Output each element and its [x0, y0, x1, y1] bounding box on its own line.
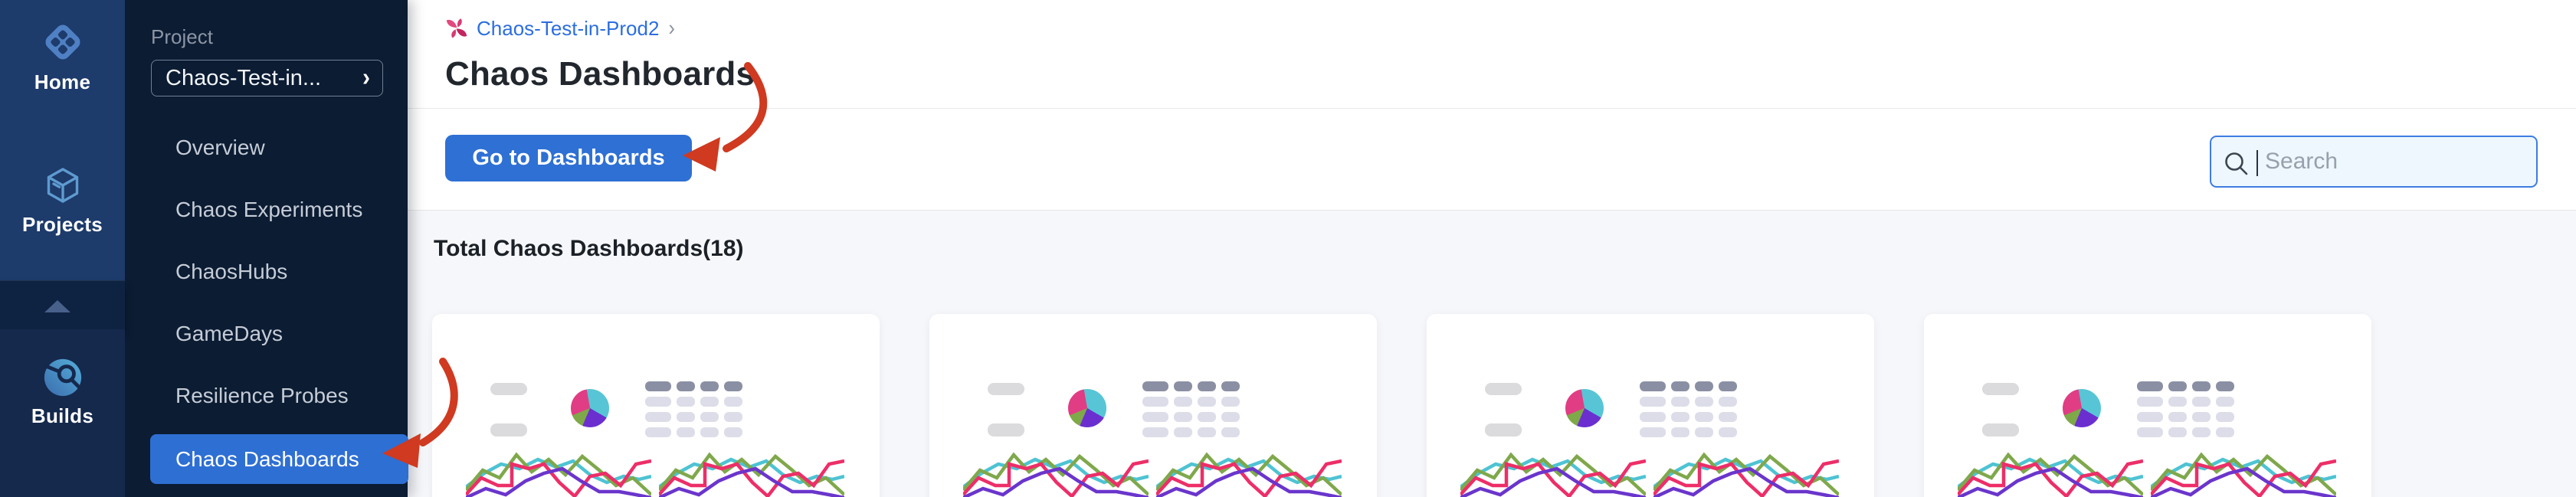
dashboard-card[interactable] — [432, 314, 880, 497]
line-chart-placeholder — [1460, 452, 1646, 497]
table-placeholder — [1142, 381, 1240, 443]
line-chart-placeholder — [2151, 452, 2336, 497]
main-area: Chaos-Test-in-Prod2 › Chaos Dashboards G… — [408, 0, 2576, 497]
placeholder-pill — [1485, 383, 1522, 395]
sidebar-item-label: Chaos Dashboards — [175, 446, 359, 471]
sidebar-item-label: ChaosHubs — [175, 259, 288, 283]
rail-label-home: Home — [34, 70, 91, 93]
placeholder-pill — [988, 383, 1024, 395]
chaos-module-icon — [446, 18, 467, 38]
sidebar-item-chaos-dashboards[interactable]: Chaos Dashboards — [150, 434, 408, 484]
table-placeholder — [2137, 381, 2234, 443]
sidebar-item-label: Overview — [175, 135, 265, 159]
breadcrumb-project-link[interactable]: Chaos-Test-in-Prod2 — [477, 16, 660, 40]
line-chart-placeholder — [1958, 452, 2143, 497]
table-placeholder — [1640, 381, 1737, 443]
breadcrumb-chevron-icon: › — [668, 15, 675, 41]
rail-item-projects[interactable]: Projects — [0, 164, 125, 237]
dashboard-card[interactable] — [1924, 314, 2371, 497]
project-selector[interactable]: Chaos-Test-in... › — [151, 60, 383, 96]
placeholder-pill — [988, 423, 1024, 437]
builds-icon — [44, 358, 81, 397]
placeholder-pill — [1485, 423, 1522, 437]
go-to-dashboards-button[interactable]: Go to Dashboards — [445, 135, 692, 181]
pie-chart-placeholder — [1068, 389, 1106, 427]
line-chart-placeholder — [1653, 452, 1839, 497]
pie-chart-placeholder — [1565, 389, 1604, 427]
project-sidebar: Project Chaos-Test-in... › Overview Chao… — [125, 0, 408, 497]
line-chart-placeholder — [466, 452, 651, 497]
module-rail: Home Projects — [0, 0, 125, 497]
sidebar-item-label: Resilience Probes — [175, 383, 349, 407]
sidebar-item-label: GameDays — [175, 321, 283, 345]
breadcrumb: Chaos-Test-in-Prod2 › — [445, 15, 675, 41]
table-placeholder — [645, 381, 742, 443]
line-chart-placeholder — [1156, 452, 1342, 497]
dashboard-card[interactable] — [1427, 314, 1874, 497]
sidebar-item-gamedays[interactable]: GameDays — [150, 318, 408, 349]
rail-bottom-section — [0, 329, 125, 497]
placeholder-pill — [490, 383, 527, 395]
rail-item-builds[interactable]: Builds — [0, 357, 125, 428]
sidebar-item-label: Chaos Experiments — [175, 197, 363, 221]
project-label: Project — [151, 25, 213, 48]
sidebar-item-chaos-experiments[interactable]: Chaos Experiments — [150, 194, 408, 225]
projects-icon — [47, 168, 78, 203]
placeholder-pill — [490, 423, 527, 437]
rail-label-projects: Projects — [21, 213, 103, 236]
project-selector-value: Chaos-Test-in... — [166, 65, 322, 90]
dashboards-section: Total Chaos Dashboards(18) — [408, 210, 2576, 497]
rail-collapse-chevron-icon[interactable] — [44, 300, 70, 312]
line-chart-placeholder — [963, 452, 1149, 497]
placeholder-pill — [1982, 383, 2019, 395]
dashboard-cards — [432, 314, 2371, 497]
placeholder-pill — [1982, 423, 2019, 437]
home-icon — [44, 25, 80, 60]
page-title: Chaos Dashboards — [445, 55, 755, 93]
pie-chart-placeholder — [571, 389, 609, 427]
pie-chart-placeholder — [2063, 389, 2101, 427]
total-dashboards-heading: Total Chaos Dashboards(18) — [434, 236, 744, 261]
rail-item-home[interactable]: Home — [0, 20, 125, 94]
search-box — [2210, 136, 2538, 188]
rail-label-builds: Builds — [31, 404, 94, 427]
header-divider — [408, 108, 2576, 109]
chevron-right-icon: › — [362, 64, 370, 92]
line-chart-placeholder — [659, 452, 844, 497]
sidebar-item-resilience-probes[interactable]: Resilience Probes — [150, 380, 408, 411]
search-input[interactable] — [2211, 137, 2536, 186]
sidebar-item-chaoshubs[interactable]: ChaosHubs — [150, 256, 408, 287]
sidebar-item-overview[interactable]: Overview — [150, 132, 408, 163]
dashboard-card[interactable] — [929, 314, 1377, 497]
